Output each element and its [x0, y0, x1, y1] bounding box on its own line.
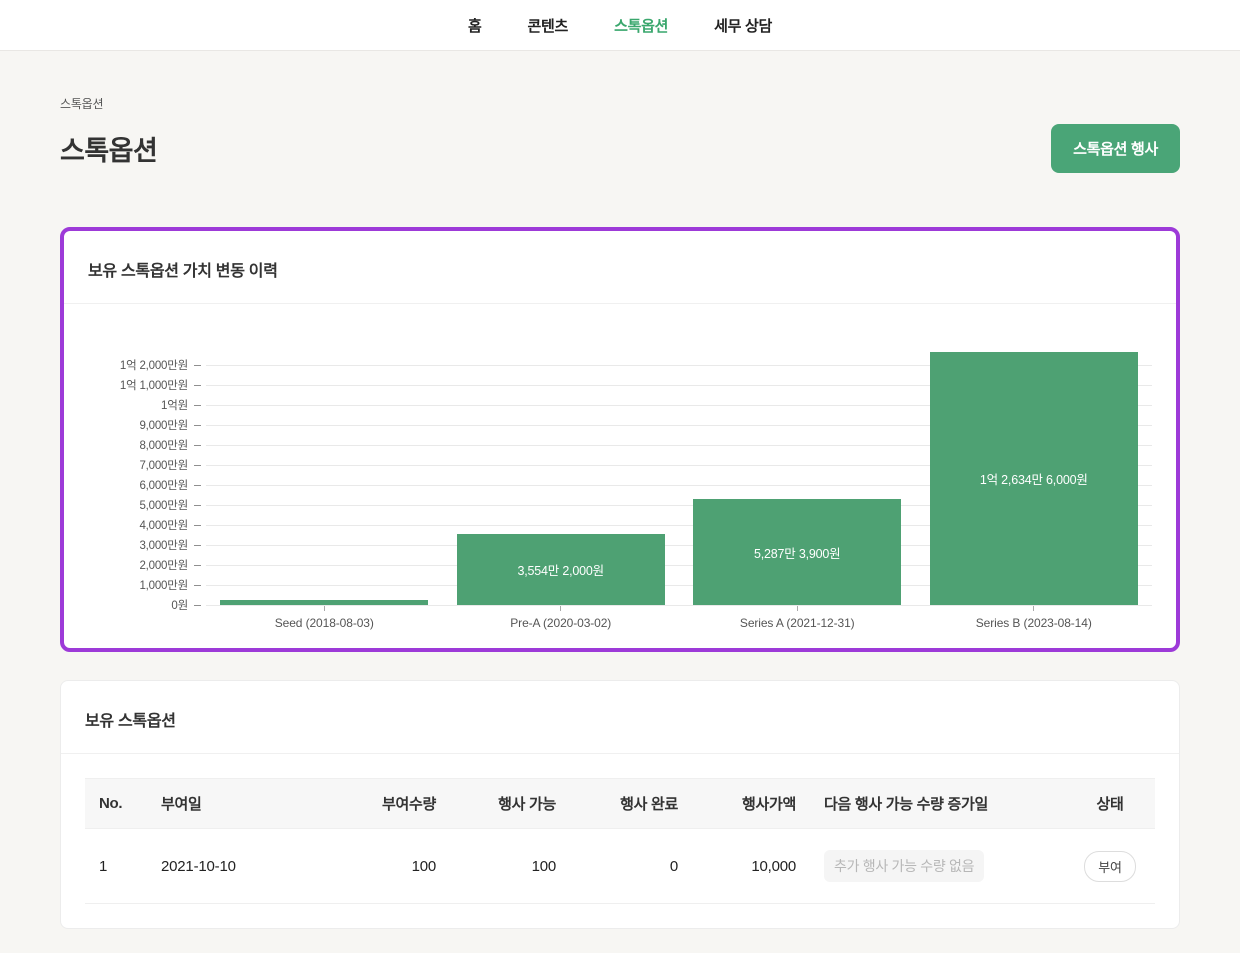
column-header-6: 다음 행사 가능 수량 증가일	[810, 778, 1065, 829]
status-badge: 부여	[1084, 850, 1136, 882]
stock-option-value-history-card: 보유 스톡옵션 가치 변동 이력 0원 1,000만원 2,000만원 3,000만원…	[60, 227, 1180, 652]
y-tick-mark	[194, 525, 201, 526]
bar-slot	[206, 340, 443, 605]
bar-2: 5,287만 3,900원	[693, 499, 902, 605]
y-tick-mark	[194, 405, 201, 406]
stock-options-table-wrap: No. 부여일 부여수량 행사 가능 행사 완료 행사가액 다음 행사 가능 수량 증가일 상…	[61, 754, 1179, 928]
bar-value-label: 3,554만 2,000원	[517, 564, 605, 578]
gridline	[206, 585, 1152, 586]
cell-5: 10,000	[692, 828, 810, 904]
gridline	[206, 505, 1152, 506]
y-tick-label: 6,000만원	[139, 480, 188, 492]
gridline	[206, 605, 1152, 606]
y-tick-mark	[194, 605, 201, 606]
column-header-1: 부여일	[147, 778, 332, 829]
stock-options-table: No. 부여일 부여수량 행사 가능 행사 완료 행사가액 다음 행사 가능 수량 증가일 상…	[85, 778, 1155, 904]
column-header-4: 행사 완료	[570, 778, 692, 829]
y-tick-label: 5,000만원	[139, 500, 188, 512]
exercise-stock-option-button[interactable]: 스톡옵션 행사	[1051, 124, 1180, 173]
cell-4: 0	[570, 828, 692, 904]
y-tick-label: 1억 1,000만원	[119, 380, 188, 392]
bar-slot: 5,287만 3,900원	[679, 340, 916, 605]
nav-items: 홈 콘텐츠 스톡옵션 세무 상담	[468, 15, 772, 36]
x-axis-label-0: Seed (2018-08-03)	[206, 605, 443, 630]
owned-stock-options-card: 보유 스톡옵션 No. 부여일 부여수량 행사 가능 행사 완료 행사가액 다음 행사 가능…	[60, 680, 1180, 929]
y-tick-mark	[194, 365, 201, 366]
cell-1: 2021-10-10	[147, 828, 332, 904]
y-tick-label: 4,000만원	[139, 520, 188, 532]
nav-item-1[interactable]: 콘텐츠	[527, 17, 569, 35]
y-tick-mark	[194, 565, 201, 566]
y-tick-mark	[194, 585, 201, 586]
divider	[61, 753, 1179, 754]
y-tick-label: 0원	[171, 600, 188, 612]
table-body: 1 2021-10-10 100 100 0 10,000 추가 행사 가능 수량 없음 부여	[85, 828, 1155, 904]
page-title: 스톡옵션	[60, 136, 158, 166]
y-tick-mark	[194, 505, 201, 506]
y-tick-label: 2,000만원	[139, 560, 188, 572]
column-header-7: 상태	[1065, 778, 1155, 829]
y-tick-mark	[194, 385, 201, 386]
next-vest-info-chip: 추가 행사 가능 수량 없음	[824, 850, 985, 882]
breadcrumb: 스톡옵션	[60, 97, 104, 111]
nav-item-2[interactable]: 스톡옵션	[614, 17, 669, 35]
column-header-2: 부여수량	[332, 778, 450, 829]
bar-chart: 0원 1,000만원 2,000만원 3,000만원 4,000만원 5,000만원 6,0…	[64, 304, 1176, 648]
table-row: 1 2021-10-10 100 100 0 10,000 추가 행사 가능 수량 없음 부여	[85, 828, 1155, 904]
gridline	[206, 405, 1152, 406]
cell-next-vest: 추가 행사 가능 수량 없음	[810, 828, 1065, 904]
cell-3: 100	[450, 828, 570, 904]
cell-2: 100	[332, 828, 450, 904]
gridline	[206, 385, 1152, 386]
gridline	[206, 545, 1152, 546]
bar-slot: 1억 2,634만 6,000원	[916, 340, 1153, 605]
gridline	[206, 445, 1152, 446]
y-tick-mark	[194, 445, 201, 446]
divider	[64, 303, 1176, 304]
y-tick-label: 7,000만원	[139, 460, 188, 472]
table-card-title: 보유 스톡옵션	[85, 713, 176, 730]
cell-status: 부여	[1065, 828, 1155, 904]
column-header-0: No.	[85, 778, 147, 829]
bar-value-label: 1억 2,634만 6,000원	[979, 473, 1088, 487]
gridline	[206, 525, 1152, 526]
cell-0: 1	[85, 828, 147, 904]
gridline	[206, 425, 1152, 426]
table-header-row: No. 부여일 부여수량 행사 가능 행사 완료 행사가액 다음 행사 가능 수량 증가일 상…	[85, 778, 1155, 829]
y-tick-mark	[194, 465, 201, 466]
y-tick-mark	[194, 485, 201, 486]
bar-slot: 3,554만 2,000원	[443, 340, 680, 605]
bar-1: 3,554만 2,000원	[456, 534, 665, 605]
y-tick-mark	[194, 425, 201, 426]
column-header-5: 행사가액	[692, 778, 810, 829]
y-tick-label: 9,000만원	[139, 420, 188, 432]
title-row: 스톡옵션 스톡옵션 행사	[60, 124, 1180, 173]
chart-x-axis-labels: Seed (2018-08-03) Pre-A (2020-03-02) Serie…	[206, 605, 1152, 630]
chart-plot-area: 0원 1,000만원 2,000만원 3,000만원 4,000만원 5,000만원 6,0…	[88, 340, 1152, 612]
chart-bars: 3,554만 2,000원 5,287만 3,900원 1억 2,634만 6,00…	[206, 340, 1152, 605]
nav-item-3[interactable]: 세무 상담	[714, 17, 772, 35]
nav-item-0[interactable]: 홈	[468, 17, 482, 35]
bar-value-label: 5,287만 3,900원	[754, 546, 841, 561]
chart-card-title: 보유 스톡옵션 가치 변동 이력	[88, 263, 278, 280]
gridline	[206, 465, 1152, 466]
top-navigation: 홈 콘텐츠 스톡옵션 세무 상담	[0, 0, 1240, 51]
column-header-3: 행사 가능	[450, 778, 570, 829]
x-axis-label-1: Pre-A (2020-03-02)	[443, 605, 680, 630]
y-tick-mark	[194, 545, 201, 546]
gridline	[206, 485, 1152, 486]
x-axis-label-3: Series B (2023-08-14)	[916, 605, 1153, 630]
y-tick-label: 1,000만원	[139, 580, 188, 592]
bar-0	[220, 600, 429, 605]
x-axis-label-2: Series A (2021-12-31)	[679, 605, 916, 630]
y-tick-label: 1억원	[161, 400, 188, 412]
gridline	[206, 365, 1152, 366]
y-tick-label: 3,000만원	[139, 540, 188, 552]
gridline	[206, 565, 1152, 566]
y-tick-label: 1억 2,000만원	[119, 360, 188, 372]
bar-3: 1억 2,634만 6,000원	[929, 352, 1138, 605]
page-content: 스톡옵션 스톡옵션 스톡옵션 행사 보유 스톡옵션 가치 변동 이력 0원 1,0…	[60, 95, 1180, 953]
y-tick-label: 8,000만원	[139, 440, 188, 452]
